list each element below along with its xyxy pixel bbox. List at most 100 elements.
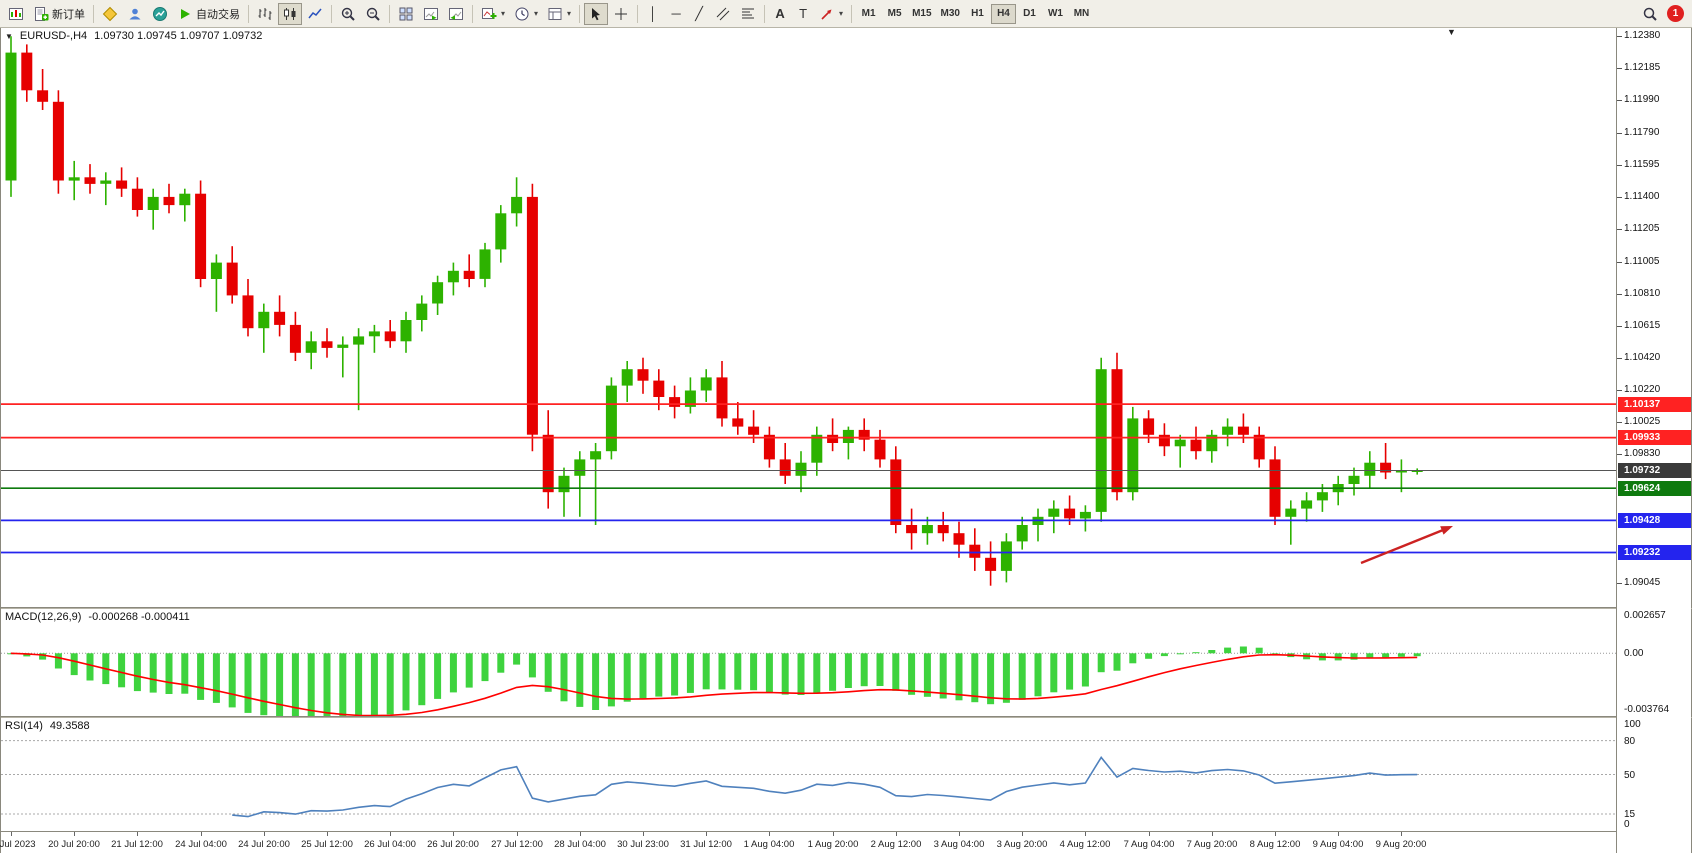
- candle-body: [52, 101, 64, 181]
- periods-button[interactable]: ▾: [510, 3, 542, 25]
- rsi-scale-label: 50: [1624, 769, 1636, 781]
- macd-histogram-bar: [291, 653, 299, 716]
- candle-body: [590, 451, 602, 460]
- timeframe-w1-button[interactable]: W1: [1043, 4, 1068, 24]
- price-axis-tick: [1617, 583, 1622, 584]
- new-chart-icon: [9, 7, 23, 20]
- timeframe-d1-button[interactable]: D1: [1017, 4, 1042, 24]
- fibonacci-button[interactable]: [736, 3, 760, 25]
- horizontal-line-button[interactable]: ─: [665, 3, 687, 25]
- label-tool-button[interactable]: T: [792, 3, 814, 25]
- timeframe-h4-button[interactable]: H4: [990, 3, 1016, 24]
- candle-body: [1079, 511, 1091, 519]
- macd-histogram-bar: [497, 653, 505, 673]
- price-chart-canvas[interactable]: [1, 28, 1618, 607]
- one-click-trading-toggle[interactable]: ▼: [5, 32, 13, 41]
- candle-body: [985, 557, 997, 571]
- channel-button[interactable]: [711, 3, 735, 25]
- price-axis-tick: [1617, 68, 1622, 69]
- macd-histogram-bar: [860, 653, 868, 687]
- autotrading-label: 自动交易: [196, 8, 240, 21]
- price-tick-label: 1.10810: [1624, 287, 1661, 299]
- chart-line-button[interactable]: [303, 3, 327, 25]
- templates-button[interactable]: ▾: [543, 3, 575, 25]
- time-axis-tick: [706, 832, 707, 836]
- price-axis[interactable]: 1.12380 1.12185 1.11990 1.11790 1.11595 1.114…: [1616, 28, 1691, 853]
- indicators-icon: [482, 7, 497, 19]
- timeframe-m15-button[interactable]: M15: [908, 4, 935, 24]
- cursor-button[interactable]: [584, 2, 609, 25]
- market-watch-button[interactable]: [148, 3, 172, 25]
- panel-splitter[interactable]: [1, 716, 1692, 718]
- crosshair-button[interactable]: [609, 3, 633, 25]
- autotrading-button[interactable]: 自动交易: [173, 3, 244, 25]
- candle-body: [495, 213, 507, 250]
- clock-icon: [515, 7, 529, 20]
- trendline-button[interactable]: ╱: [688, 3, 710, 25]
- macd-histogram-bar: [54, 653, 62, 669]
- level-price-box: 1.09933: [1618, 430, 1691, 445]
- chart-region: ▼ EURUSD-,H4 1.09730 1.09745 1.09707 1.0…: [0, 28, 1692, 853]
- candle-body: [1301, 500, 1313, 509]
- macd-histogram-bar: [1271, 653, 1279, 655]
- metaeditor-button[interactable]: [98, 3, 122, 25]
- macd-histogram-bar: [434, 653, 442, 699]
- time-axis[interactable]: 20 Jul 2023 20 Jul 20:00 21 Jul 12:00 24 Ju…: [0, 831, 1618, 853]
- time-label: 30 Jul 23:00: [617, 839, 669, 850]
- chart-shift-marker[interactable]: ▼: [1447, 28, 1456, 37]
- macd-histogram-bar: [1413, 653, 1421, 657]
- metaeditor-icon: [102, 6, 118, 21]
- panel-splitter[interactable]: [1, 607, 1692, 609]
- candle-body: [368, 331, 380, 337]
- chart-shift-button[interactable]: [444, 3, 468, 25]
- macd-histogram-bar: [544, 653, 552, 692]
- profiles-button[interactable]: [123, 3, 147, 25]
- candle-body: [1348, 475, 1360, 484]
- time-label: 1 Aug 20:00: [807, 839, 859, 850]
- macd-signal-line: [10, 652, 1418, 716]
- candle-body: [779, 459, 791, 476]
- notification-badge[interactable]: 1: [1667, 5, 1684, 22]
- indicators-button[interactable]: ▾: [477, 3, 509, 25]
- candle-body: [716, 377, 728, 419]
- timeframe-mn-button[interactable]: MN: [1069, 4, 1094, 24]
- macd-histogram-bar: [1192, 652, 1200, 654]
- new-chart-button[interactable]: [4, 3, 28, 25]
- timeframe-m5-button[interactable]: M5: [882, 4, 907, 24]
- chart-candles-button[interactable]: [278, 2, 302, 25]
- candle-body: [542, 434, 554, 493]
- price-axis-tick: [1617, 133, 1622, 134]
- search-button[interactable]: [1638, 3, 1662, 25]
- candle-body: [921, 525, 933, 534]
- time-axis-tick: [1022, 832, 1023, 836]
- arrows-tool-button[interactable]: ▾: [815, 3, 847, 25]
- tile-windows-button[interactable]: [394, 3, 418, 25]
- timeframe-h1-button[interactable]: H1: [965, 4, 990, 24]
- price-tick-label: 1.12380: [1624, 30, 1661, 42]
- candle-body: [274, 311, 286, 325]
- macd-histogram-bar: [829, 653, 837, 691]
- zoom-out-button[interactable]: [361, 3, 385, 25]
- candle-body: [337, 344, 349, 348]
- macd-histogram-bar: [702, 653, 710, 690]
- timeframe-m30-button[interactable]: M30: [937, 4, 964, 24]
- chart-bars-button[interactable]: [253, 3, 277, 25]
- timeframe-m1-button[interactable]: M1: [856, 4, 881, 24]
- auto-scroll-button[interactable]: [419, 3, 443, 25]
- text-tool-button[interactable]: A: [769, 3, 791, 25]
- time-axis-tick: [580, 832, 581, 836]
- new-order-button[interactable]: 新订单: [29, 3, 89, 25]
- candle-body: [384, 331, 396, 342]
- macd-histogram-bar: [1002, 653, 1010, 703]
- vertical-line-button[interactable]: │: [642, 3, 664, 25]
- trend-arrow-annotation[interactable]: [1360, 527, 1448, 565]
- price-panel-header: ▼ EURUSD-,H4 1.09730 1.09745 1.09707 1.0…: [5, 30, 262, 42]
- candle-body: [969, 544, 981, 558]
- cursor-arrow-icon: [592, 7, 601, 20]
- candle-body: [242, 295, 254, 329]
- ohlc-values-label: 1.09730 1.09745 1.09707 1.09732: [94, 30, 263, 42]
- time-label: 4 Aug 12:00: [1059, 839, 1111, 850]
- rsi-canvas[interactable]: [1, 718, 1618, 831]
- macd-canvas[interactable]: [1, 609, 1618, 716]
- zoom-in-button[interactable]: [336, 3, 360, 25]
